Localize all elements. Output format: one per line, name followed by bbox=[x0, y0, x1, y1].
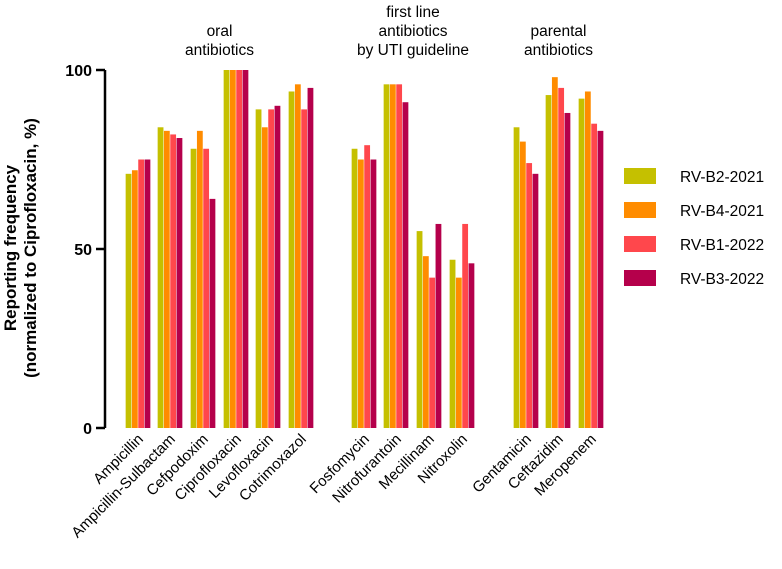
bar-RV-B4-2021-Cefpodoxim bbox=[196, 130, 203, 429]
y-axis-label-line2: (normalized to Ciprofloxacin, %) bbox=[21, 118, 40, 378]
y-tick-label: 0 bbox=[83, 421, 92, 438]
bar-RV-B3-2022-Fosfomycin bbox=[370, 159, 377, 428]
legend-label: RV-B2-2021 bbox=[680, 169, 764, 186]
bar-RV-B2-2021-Cotrimoxazol bbox=[288, 91, 295, 428]
bar-RV-B1-2022-Nitroxolin bbox=[462, 223, 469, 428]
legend: RV-B2-2021 RV-B4-2021 RV-B1-2022 RV-B3-2022 bbox=[624, 168, 764, 288]
bar-RV-B4-2021-Levofloxacin bbox=[261, 127, 268, 428]
group-label: oral bbox=[207, 23, 233, 40]
group-labels: oral antibiotics first line antibiotics by U… bbox=[185, 4, 593, 59]
bar-RV-B1-2022-Fosfomycin bbox=[364, 145, 371, 428]
legend-swatch bbox=[624, 270, 656, 286]
bars bbox=[125, 70, 604, 429]
bar-RV-B3-2022-Ceftazidim bbox=[564, 112, 571, 429]
bar-RV-B3-2022-Cefpodoxim bbox=[209, 198, 216, 428]
bar-RV-B4-2021-Cotrimoxazol bbox=[294, 84, 301, 428]
bar-RV-B2-2021-Nitroxolin bbox=[449, 259, 456, 428]
bar-RV-B4-2021-Ceftazidim bbox=[551, 77, 558, 428]
group-label: first line bbox=[386, 4, 439, 21]
bar-RV-B2-2021-Ampicillin-Sulbactam bbox=[157, 127, 164, 428]
y-tick-label: 50 bbox=[74, 242, 92, 259]
bar-RV-B1-2022-Cefpodoxim bbox=[203, 148, 210, 428]
legend-label: RV-B3-2022 bbox=[680, 271, 764, 288]
group-label: antibiotics bbox=[379, 23, 448, 40]
bar-RV-B3-2022-Nitroxolin bbox=[468, 263, 475, 428]
bar-RV-B1-2022-Levofloxacin bbox=[268, 109, 275, 428]
bar-RV-B1-2022-Cotrimoxazol bbox=[301, 109, 308, 428]
bar-RV-B4-2021-Nitrofurantoin bbox=[389, 84, 396, 428]
bar-RV-B2-2021-Ampicillin bbox=[125, 173, 132, 428]
bar-RV-B4-2021-Ampicillin bbox=[131, 170, 138, 429]
bar-RV-B1-2022-Mecillinam bbox=[429, 277, 436, 428]
legend-swatch bbox=[624, 202, 656, 218]
bar-RV-B1-2022-Ciprofloxacin bbox=[236, 70, 243, 428]
y-axis-label: Reporting frequency (normalized to Cipro… bbox=[1, 118, 40, 378]
bar-RV-B3-2022-Nitrofurantoin bbox=[402, 102, 409, 428]
bar-RV-B1-2022-Ampicillin bbox=[138, 159, 145, 428]
bar-RV-B1-2022-Gentamicin bbox=[526, 163, 533, 428]
legend-swatch bbox=[624, 236, 656, 252]
bar-RV-B2-2021-Gentamicin bbox=[513, 127, 520, 428]
bar-RV-B4-2021-Ciprofloxacin bbox=[229, 70, 236, 428]
bar-RV-B3-2022-Meropenem bbox=[597, 130, 604, 429]
bar-RV-B3-2022-Levofloxacin bbox=[274, 105, 281, 429]
bar-RV-B3-2022-Ampicillin bbox=[144, 159, 151, 428]
y-axis-ticks: 0 50 100 bbox=[65, 63, 105, 438]
group-label: parental bbox=[530, 23, 586, 40]
bar-RV-B2-2021-Fosfomycin bbox=[351, 148, 358, 428]
bar-RV-B3-2022-Ampicillin-Sulbactam bbox=[176, 138, 183, 428]
bar-RV-B4-2021-Fosfomycin bbox=[357, 159, 364, 428]
x-axis-ticks: AmpicillinAmpicillin-SulbactamCefpodoxim… bbox=[68, 431, 599, 541]
bar-RV-B4-2021-Nitroxolin bbox=[455, 277, 462, 428]
group-label: by UTI guideline bbox=[357, 42, 469, 59]
legend-label: RV-B1-2022 bbox=[680, 237, 764, 254]
bar-RV-B3-2022-Ciprofloxacin bbox=[242, 70, 249, 428]
bar-RV-B4-2021-Mecillinam bbox=[422, 256, 429, 428]
legend-swatch bbox=[624, 168, 656, 184]
bar-RV-B4-2021-Gentamicin bbox=[519, 141, 526, 428]
bar-RV-B2-2021-Levofloxacin bbox=[255, 109, 262, 428]
bar-RV-B2-2021-Ceftazidim bbox=[545, 95, 552, 428]
group-label: antibiotics bbox=[185, 42, 254, 59]
bar-RV-B4-2021-Ampicillin-Sulbactam bbox=[163, 130, 170, 429]
bar-RV-B1-2022-Ceftazidim bbox=[558, 87, 565, 429]
bar-RV-B3-2022-Cotrimoxazol bbox=[307, 87, 314, 429]
group-label: antibiotics bbox=[524, 42, 593, 59]
bar-RV-B2-2021-Ciprofloxacin bbox=[223, 70, 230, 428]
bar-RV-B1-2022-Ampicillin-Sulbactam bbox=[170, 134, 177, 428]
bar-RV-B3-2022-Mecillinam bbox=[435, 223, 442, 428]
y-tick-label: 100 bbox=[65, 63, 92, 80]
bar-RV-B1-2022-Meropenem bbox=[591, 123, 598, 428]
legend-label: RV-B4-2021 bbox=[680, 203, 764, 220]
y-axis-label-line1: Reporting frequency bbox=[1, 164, 20, 331]
bar-RV-B4-2021-Meropenem bbox=[584, 91, 591, 428]
bar-RV-B1-2022-Nitrofurantoin bbox=[396, 84, 403, 428]
bar-RV-B2-2021-Cefpodoxim bbox=[190, 148, 197, 428]
bar-RV-B2-2021-Nitrofurantoin bbox=[383, 84, 390, 428]
bar-RV-B2-2021-Meropenem bbox=[578, 98, 585, 428]
bar-RV-B3-2022-Gentamicin bbox=[532, 173, 539, 428]
bar-RV-B2-2021-Mecillinam bbox=[416, 231, 423, 428]
